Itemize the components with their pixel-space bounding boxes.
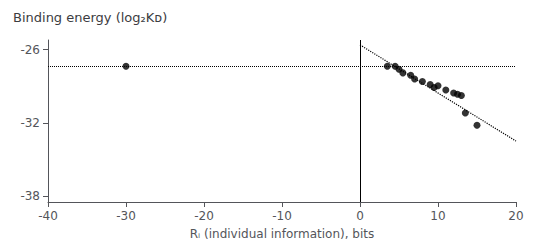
svg-text:-32: -32 [20,116,40,130]
svg-text:-10: -10 [272,209,292,223]
svg-text:20: 20 [508,209,523,223]
svg-text:-26: -26 [20,43,40,57]
svg-text:0: 0 [356,209,364,223]
svg-text:-40: -40 [38,209,58,223]
svg-text:Rᵢ (individual information), b: Rᵢ (individual information), bits [190,227,375,241]
svg-text:-38: -38 [20,189,40,203]
svg-text:-30: -30 [116,209,136,223]
svg-text:-20: -20 [194,209,214,223]
svg-text:10: 10 [430,209,445,223]
svg-text:Binding energy (log₂Κᴅ): Binding energy (log₂Κᴅ) [13,10,167,25]
